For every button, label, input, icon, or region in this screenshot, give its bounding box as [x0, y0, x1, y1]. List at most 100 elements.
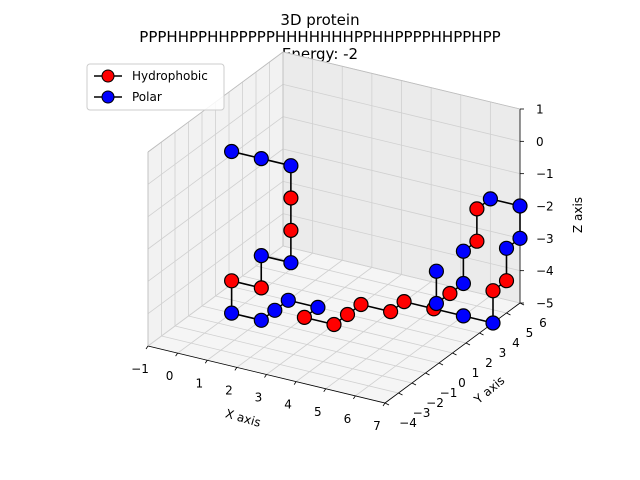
hydrophobic-residue [442, 285, 458, 302]
x-tick-mark [353, 395, 356, 400]
polar-residue [280, 292, 296, 308]
polar-residue [455, 243, 471, 259]
hydrophobic-residue [498, 273, 515, 289]
y-tick-label: −1 [440, 386, 458, 400]
polar-residue [485, 315, 501, 331]
hydrophobic-residue [283, 190, 299, 206]
x-tick-mark [293, 381, 297, 385]
z-tick-label: 1 [536, 103, 544, 117]
x-tick-label: −1 [131, 362, 149, 376]
y-tick-label: 0 [458, 376, 466, 390]
polar-residue [310, 299, 326, 315]
legend-label-hydrophobic: Hydrophobic [132, 69, 208, 83]
polar-residue [498, 240, 515, 256]
residue-points [224, 143, 528, 333]
polar-residue [267, 302, 283, 318]
z-tick-label: −1 [536, 167, 554, 181]
x-tick-label: 5 [314, 405, 322, 419]
x-tick-label: 4 [284, 398, 292, 412]
chart-title: 3D protein [280, 11, 360, 29]
hydrophobic-residue [253, 280, 269, 296]
x-tick-mark [175, 352, 178, 357]
grid-left-z [147, 116, 284, 217]
polar-residue [428, 295, 444, 312]
pane-edge [282, 51, 521, 110]
polar-residue [283, 255, 299, 271]
grid-back-z [282, 116, 521, 175]
x-tick-mark [323, 388, 327, 392]
grid-floor-y [174, 325, 413, 384]
x-tick-label: 2 [225, 383, 233, 397]
polar-residue [224, 143, 240, 160]
z-tick-label: −3 [536, 232, 554, 246]
z-tick-label: 0 [536, 135, 544, 149]
grid-back-z [282, 245, 521, 304]
legend-marker-polar [101, 90, 115, 104]
hydrophobic-residue [396, 294, 412, 310]
hydrophobic-residue [326, 316, 342, 333]
grid-left-z [147, 213, 284, 314]
z-tick-label: −4 [536, 264, 554, 278]
x-tick-label: 3 [255, 391, 263, 405]
grid-left-z [147, 84, 284, 185]
y-tick-label: 4 [512, 336, 520, 350]
x-tick-mark [264, 374, 267, 378]
chart-sequence: PPPHHPPHHPPPPPHHHHHHHPPHHPPPPHHPPHPP [139, 28, 501, 46]
x-axis-label: X axis [224, 406, 263, 429]
polar-residue [253, 248, 269, 264]
hydrophobic-residue [339, 306, 356, 323]
polar-residue [253, 151, 269, 167]
grid-left-z [147, 181, 284, 282]
x-tick-label: 0 [166, 369, 174, 383]
x-tick-label: 1 [195, 376, 203, 390]
x-tick-mark [145, 345, 149, 350]
grid-back-z [282, 148, 521, 207]
legend-label-polar: Polar [132, 90, 162, 104]
polar-residue [512, 230, 528, 246]
z-tick-label: −5 [536, 297, 554, 311]
polar-residue [283, 158, 299, 174]
y-tick-label: −4 [399, 416, 417, 430]
y-tick-mark [465, 342, 471, 346]
grid-floor-y [188, 315, 426, 374]
polar-residue [455, 275, 471, 292]
hydrophobic-residue [469, 233, 485, 249]
y-tick-mark [479, 332, 484, 336]
polar-residue [512, 198, 528, 214]
y-tick-mark [438, 362, 444, 366]
hydrophobic-residue [353, 296, 369, 313]
y-tick-label: 6 [539, 316, 547, 330]
hydrophobic-residue [224, 273, 240, 289]
hydrophobic-residue [296, 309, 312, 325]
polar-residue [253, 312, 269, 328]
y-tick-mark [452, 352, 457, 356]
hydrophobic-residue [283, 222, 299, 238]
y-tick-label: 1 [472, 366, 480, 380]
z-axis-label: Z axis [571, 197, 585, 233]
polar-residue [224, 305, 240, 321]
y-tick-label: −2 [426, 396, 444, 410]
x-tick-label: 6 [344, 412, 352, 426]
hydrophobic-residue [469, 201, 485, 217]
grid-back-z [282, 83, 521, 142]
y-tick-label: −3 [413, 406, 431, 420]
hydrophobic-residue [485, 283, 501, 299]
hydrophobic-residue [383, 304, 399, 320]
grid-back-z [282, 180, 521, 239]
y-tick-mark [411, 382, 417, 386]
y-tick-label: 5 [526, 326, 534, 340]
polar-residue [482, 191, 498, 207]
polar-residue [455, 308, 471, 324]
x-tick-label: 7 [373, 419, 381, 433]
grid-floor-y [161, 335, 399, 394]
y-tick-mark [425, 372, 430, 376]
y-tick-label: 3 [499, 346, 507, 360]
y-tick-label: 2 [485, 356, 493, 370]
y-tick-mark [506, 312, 511, 316]
legend: Hydrophobic Polar [86, 63, 225, 111]
polar-residue [428, 263, 444, 279]
x-tick-mark [204, 360, 208, 364]
grid-back-z [282, 213, 521, 272]
